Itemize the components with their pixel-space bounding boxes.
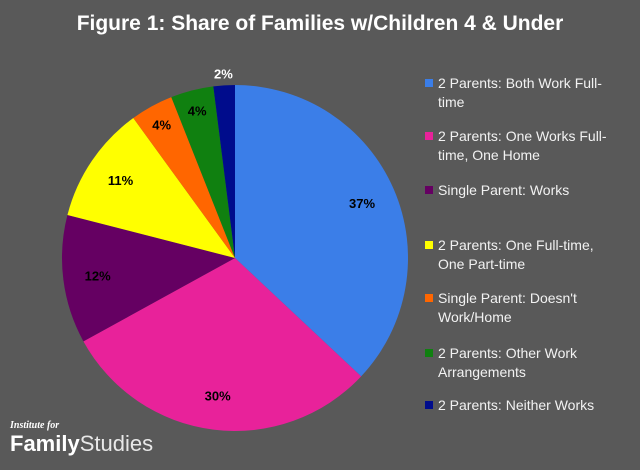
pie-slice xyxy=(171,86,235,258)
data-label: 11% xyxy=(108,173,134,188)
legend-item: 2 Parents: One Full-time, One Part-time xyxy=(425,236,638,274)
chart-title: Figure 1: Share of Families w/Children 4… xyxy=(76,12,564,35)
data-label: 4% xyxy=(152,118,171,133)
logo-small-text: Institute for xyxy=(10,420,60,431)
legend-item: 2 Parents: Both Work Full-time xyxy=(425,74,638,112)
data-label: 2% xyxy=(214,66,233,81)
legend-swatch xyxy=(425,349,433,357)
pie-slice xyxy=(213,85,235,258)
pie-slice xyxy=(235,85,408,377)
logo-light-text: Studies xyxy=(79,431,154,456)
legend-label: 2 Parents: Neither Works xyxy=(438,397,595,413)
legend-item: 2 Parents: Neither Works xyxy=(425,396,638,415)
legend-swatch xyxy=(425,401,433,409)
legend-label: Arrangements xyxy=(438,364,526,380)
legend-item: 2 Parents: One Works Full-time, One Home xyxy=(425,127,638,165)
legend-label: One Part-time xyxy=(438,256,526,272)
legend-swatch xyxy=(425,132,433,140)
legend-label: time, One Home xyxy=(438,147,540,163)
legend-swatch xyxy=(425,186,433,194)
logo: Institute for FamilyStudies xyxy=(10,420,153,457)
legend-label: 2 Parents: One Full-time, xyxy=(438,237,594,253)
data-label: 37% xyxy=(349,196,375,211)
data-label: 4% xyxy=(188,104,207,119)
pie-slice xyxy=(83,258,362,431)
legend-label: 2 Parents: One Works Full- xyxy=(438,128,607,144)
logo-bold-text: Family xyxy=(10,431,80,456)
legend-swatch xyxy=(425,294,433,302)
legend-label: 2 Parents: Both Work Full-time xyxy=(438,75,602,110)
legend-item: 2 Parents: Other Work Arrangements xyxy=(425,344,638,382)
legend-item: Single Parent: Works xyxy=(425,181,638,200)
legend-swatch xyxy=(425,241,433,249)
pie-slice xyxy=(67,118,235,258)
pie-slice xyxy=(62,214,236,342)
legend-label: Single Parent: Works xyxy=(438,182,570,198)
data-label: 12% xyxy=(85,268,111,283)
legend-swatch xyxy=(425,79,433,87)
legend-label: Work/Home xyxy=(438,309,512,325)
data-label: 30% xyxy=(205,388,231,403)
pie-slice xyxy=(133,97,235,258)
legend-label: 2 Parents: Other Work xyxy=(438,345,578,361)
legend-label: Single Parent: Doesn't xyxy=(438,290,577,306)
legend-item: Single Parent: Doesn't Work/Home xyxy=(425,289,638,327)
